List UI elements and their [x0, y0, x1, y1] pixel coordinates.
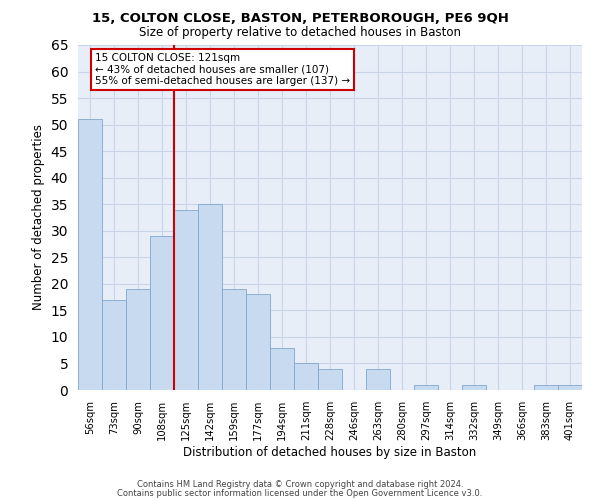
- Y-axis label: Number of detached properties: Number of detached properties: [32, 124, 45, 310]
- Bar: [102, 300, 126, 390]
- Text: Contains public sector information licensed under the Open Government Licence v3: Contains public sector information licen…: [118, 488, 482, 498]
- Bar: [558, 384, 582, 390]
- Bar: [150, 236, 174, 390]
- Bar: [126, 289, 150, 390]
- Bar: [366, 369, 390, 390]
- Bar: [270, 348, 294, 390]
- Bar: [294, 364, 318, 390]
- Bar: [246, 294, 270, 390]
- Text: 15, COLTON CLOSE, BASTON, PETERBOROUGH, PE6 9QH: 15, COLTON CLOSE, BASTON, PETERBOROUGH, …: [92, 12, 508, 26]
- Bar: [318, 369, 342, 390]
- Bar: [414, 384, 438, 390]
- Text: Size of property relative to detached houses in Baston: Size of property relative to detached ho…: [139, 26, 461, 39]
- Text: Contains HM Land Registry data © Crown copyright and database right 2024.: Contains HM Land Registry data © Crown c…: [137, 480, 463, 489]
- Bar: [174, 210, 198, 390]
- Bar: [222, 289, 246, 390]
- Bar: [462, 384, 486, 390]
- Bar: [198, 204, 222, 390]
- Bar: [78, 120, 102, 390]
- Text: 15 COLTON CLOSE: 121sqm
← 43% of detached houses are smaller (107)
55% of semi-d: 15 COLTON CLOSE: 121sqm ← 43% of detache…: [95, 53, 350, 86]
- Bar: [534, 384, 558, 390]
- X-axis label: Distribution of detached houses by size in Baston: Distribution of detached houses by size …: [184, 446, 476, 458]
